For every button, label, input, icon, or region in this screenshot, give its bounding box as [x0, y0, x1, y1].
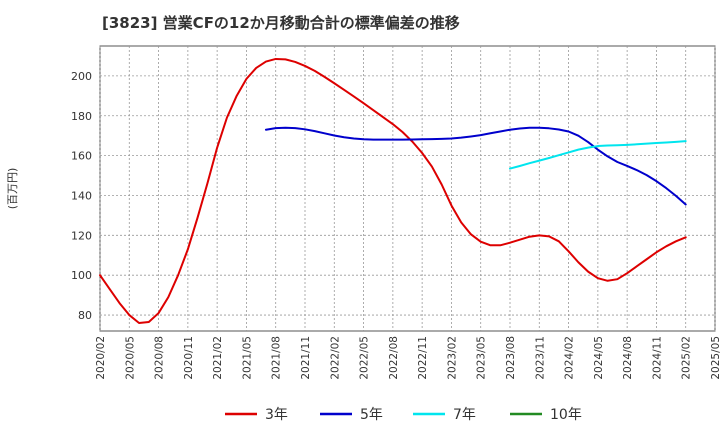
x-tick-label: 2021/05: [241, 336, 253, 380]
x-tick-label: 2024/02: [564, 336, 576, 380]
y-axis-label: (百万円): [6, 168, 19, 210]
y-tick-label: 100: [71, 269, 92, 282]
x-tick-label: 2025/02: [681, 336, 693, 380]
x-tick-label: 2023/02: [446, 336, 458, 380]
x-tick-label: 2020/11: [183, 336, 195, 380]
y-tick-label: 180: [71, 110, 92, 123]
series-line: [264, 126, 687, 206]
y-tick-label: 140: [71, 189, 92, 202]
x-tick-label: 2023/05: [476, 336, 488, 380]
x-tick-label: 2022/08: [388, 336, 400, 380]
legend-label: 5年: [360, 407, 383, 423]
x-tick-label: 2022/11: [417, 336, 429, 380]
legend-label: 10年: [550, 407, 582, 423]
x-tick-label: 2021/11: [300, 336, 312, 380]
y-tick-label: 160: [71, 150, 92, 163]
legend-label: 7年: [453, 407, 476, 423]
x-tick-label: 2025/05: [710, 336, 720, 380]
plot-area: [99, 45, 716, 332]
x-tick-label: 2022/05: [359, 336, 371, 380]
x-tick-label: 2022/02: [329, 336, 341, 380]
series-line: [99, 57, 687, 325]
x-tick-label: 2023/08: [505, 336, 517, 380]
x-tick-label: 2020/02: [95, 336, 107, 380]
x-tick-label: 2020/05: [124, 336, 136, 380]
y-tick-label: 200: [71, 70, 92, 83]
x-tick-label: 2024/05: [593, 336, 605, 380]
y-tick-label: 120: [71, 229, 92, 242]
x-tick-label: 2023/11: [534, 336, 546, 380]
chart-title: [3823] 営業CFの12か月移動合計の標準偏差の推移: [102, 14, 460, 32]
y-tick-label: 80: [78, 309, 92, 322]
x-tick-label: 2021/08: [271, 336, 283, 380]
series-line: [509, 140, 687, 170]
x-tick-label: 2020/08: [154, 336, 166, 380]
x-tick-label: 2021/02: [212, 336, 224, 380]
x-tick-label: 2024/11: [651, 336, 663, 380]
x-tick-label: 2024/08: [622, 336, 634, 380]
legend-label: 3年: [265, 407, 288, 423]
